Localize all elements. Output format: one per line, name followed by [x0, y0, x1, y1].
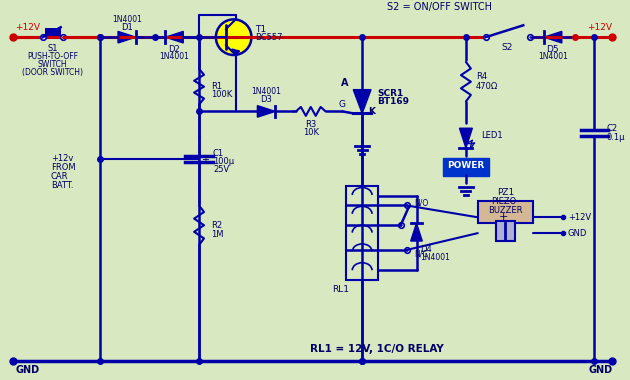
Bar — [346, 185, 378, 280]
Text: BUZZER: BUZZER — [488, 206, 523, 215]
Text: +12v: +12v — [51, 154, 73, 163]
Polygon shape — [459, 128, 472, 148]
Text: +12V: +12V — [568, 213, 591, 222]
Text: RL1: RL1 — [333, 285, 350, 294]
Text: D2: D2 — [168, 44, 180, 54]
FancyBboxPatch shape — [45, 28, 60, 36]
Text: BC557: BC557 — [255, 33, 283, 42]
Text: R1: R1 — [211, 82, 222, 91]
Text: K: K — [369, 107, 375, 116]
Text: S1: S1 — [47, 44, 58, 52]
Text: 10K: 10K — [303, 128, 319, 137]
Text: N/O: N/O — [415, 199, 429, 208]
Text: 1M: 1M — [211, 230, 224, 239]
Text: BT169: BT169 — [377, 97, 409, 106]
Text: C2: C2 — [606, 124, 617, 133]
Text: GND: GND — [568, 229, 587, 238]
Text: D4: D4 — [420, 245, 432, 255]
Text: D1: D1 — [121, 23, 133, 32]
Text: FROM: FROM — [51, 163, 76, 172]
Text: 25V: 25V — [213, 165, 229, 174]
Text: BATT.: BATT. — [51, 181, 73, 190]
Text: N/C: N/C — [415, 249, 428, 258]
Polygon shape — [232, 49, 239, 55]
Text: +12V: +12V — [587, 23, 612, 32]
Text: 0.1µ: 0.1µ — [606, 133, 625, 142]
Text: GND: GND — [15, 365, 39, 375]
Polygon shape — [166, 32, 183, 43]
Text: GND: GND — [588, 365, 612, 375]
Text: POWER: POWER — [447, 162, 484, 170]
Text: PZ1: PZ1 — [497, 188, 514, 197]
FancyBboxPatch shape — [478, 201, 533, 223]
Text: SWITCH: SWITCH — [38, 60, 67, 70]
Text: S2 = ON/OFF SWITCH: S2 = ON/OFF SWITCH — [387, 3, 492, 13]
Polygon shape — [353, 90, 371, 113]
Text: RL1 = 12V, 1C/O RELAY: RL1 = 12V, 1C/O RELAY — [310, 344, 444, 354]
Text: C1: C1 — [213, 149, 224, 158]
Text: SCR1: SCR1 — [377, 89, 403, 98]
Text: 100K: 100K — [211, 90, 232, 99]
Text: 470Ω: 470Ω — [476, 82, 498, 91]
Text: 100µ: 100µ — [213, 157, 234, 166]
Text: A: A — [341, 78, 348, 88]
Text: LED1: LED1 — [481, 131, 502, 140]
Text: G: G — [339, 100, 346, 109]
Text: 1N4001: 1N4001 — [420, 253, 450, 262]
Text: T1: T1 — [255, 25, 266, 34]
FancyBboxPatch shape — [443, 158, 489, 176]
Text: D5: D5 — [547, 44, 559, 54]
Text: R4: R4 — [476, 72, 487, 81]
Circle shape — [216, 19, 251, 55]
Text: +12V: +12V — [15, 23, 40, 32]
Text: D3: D3 — [260, 95, 272, 104]
FancyBboxPatch shape — [496, 221, 515, 241]
Text: S2: S2 — [501, 43, 513, 52]
Text: +: + — [201, 155, 209, 165]
Text: 1N4001: 1N4001 — [538, 52, 568, 62]
Text: 1N4001: 1N4001 — [112, 15, 142, 24]
Text: R3: R3 — [305, 120, 316, 129]
Text: 1N4001: 1N4001 — [251, 87, 281, 96]
Text: PUSH-TO-OFF: PUSH-TO-OFF — [27, 52, 78, 62]
Text: R2: R2 — [211, 221, 222, 230]
Text: (DOOR SWITCH): (DOOR SWITCH) — [22, 68, 83, 77]
Polygon shape — [544, 32, 562, 43]
Polygon shape — [258, 106, 275, 117]
Polygon shape — [118, 32, 136, 43]
Text: +: + — [499, 212, 508, 222]
Text: 1N4001: 1N4001 — [159, 52, 189, 62]
Polygon shape — [411, 223, 422, 241]
Text: CAR: CAR — [51, 172, 68, 181]
Text: PIEZO-: PIEZO- — [491, 197, 520, 206]
